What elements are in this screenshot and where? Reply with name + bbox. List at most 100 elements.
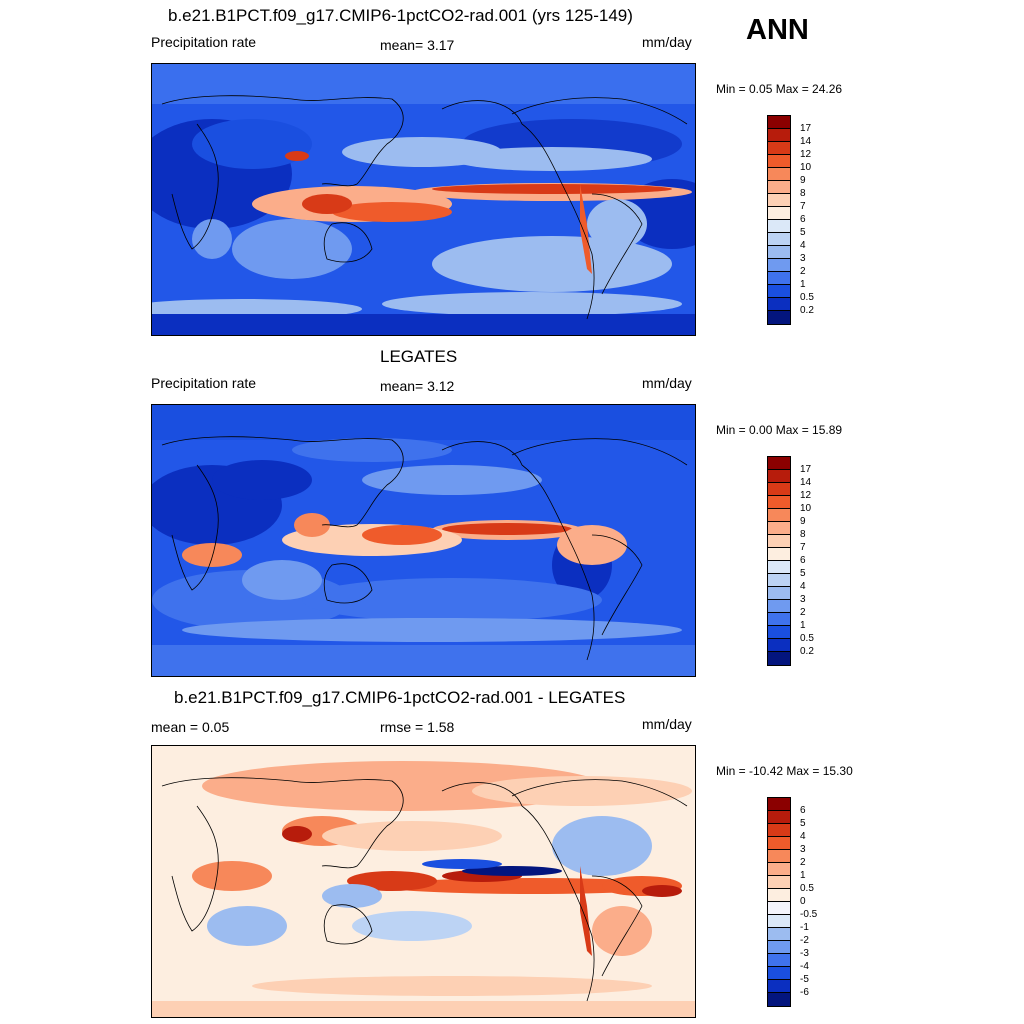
minmax-label: Min = -10.42 Max = 15.30 (716, 764, 853, 778)
minmax-label: Min = 0.05 Max = 24.26 (716, 82, 843, 96)
colorbar-swatch (768, 863, 790, 876)
colorbar-swatch (768, 798, 790, 811)
colorbar-swatch (768, 285, 790, 298)
mean-label: mean = 0.05 (151, 719, 230, 735)
colorbar-tick: -4 (800, 961, 809, 972)
units-label: mm/day (642, 34, 692, 50)
colorbar-tick: 9 (800, 516, 806, 527)
mean-label: mean= 3.17 (380, 37, 455, 53)
colorbar-swatch (768, 652, 790, 665)
colorbar-tick: 12 (800, 490, 812, 501)
rmse-label: rmse = 1.58 (380, 719, 455, 735)
colorbar-tick: -2 (800, 935, 809, 946)
colorbar-tick: -0.5 (800, 909, 818, 920)
colorbar-tick: 14 (800, 477, 812, 488)
colorbar-swatch (768, 233, 790, 246)
colorbar-swatch (768, 811, 790, 824)
colorbar-obs (767, 456, 791, 666)
colorbar-tick: 3 (800, 253, 806, 264)
colorbar-tick: 1 (800, 279, 806, 290)
map-field-obs (152, 405, 695, 676)
colorbar-swatch (768, 613, 790, 626)
colorbar-swatch (768, 967, 790, 980)
colorbar-tick: -5 (800, 974, 809, 985)
colorbar-tick: 14 (800, 136, 812, 147)
colorbar-tick: 10 (800, 162, 812, 173)
colorbar-tick: 0.5 (800, 633, 814, 644)
colorbar-swatch (768, 246, 790, 259)
map-field-model (152, 64, 695, 335)
colorbar-tick: 6 (800, 555, 806, 566)
colorbar-swatch (768, 600, 790, 613)
colorbar-swatch (768, 496, 790, 509)
colorbar-swatch (768, 116, 790, 129)
colorbar-swatch (768, 272, 790, 285)
colorbar-swatch (768, 574, 790, 587)
colorbar-swatch (768, 889, 790, 902)
variable-label: Precipitation rate (151, 375, 257, 391)
colorbar-tick: 5 (800, 227, 806, 238)
units-label: mm/day (642, 716, 692, 732)
precip-map-diff (151, 745, 696, 1018)
colorbar-swatch (768, 259, 790, 272)
colorbar-tick: 0.5 (800, 292, 814, 303)
colorbar-swatch (768, 850, 790, 863)
colorbar-swatch (768, 587, 790, 600)
minmax-label: Min = 0.00 Max = 15.89 (716, 423, 843, 437)
colorbar-tick: 4 (800, 240, 806, 251)
mean-label: mean= 3.12 (380, 378, 455, 394)
colorbar-swatch (768, 954, 790, 967)
panel-title: LEGATES (380, 347, 458, 366)
season-label: ANN (746, 14, 809, 46)
map-field-diff (152, 746, 695, 1017)
colorbar-swatch (768, 522, 790, 535)
colorbar-swatch (768, 626, 790, 639)
colorbar-swatch (768, 207, 790, 220)
colorbar-tick: 2 (800, 857, 806, 868)
colorbar-swatch (768, 824, 790, 837)
colorbar-tick: 12 (800, 149, 812, 160)
colorbar-swatch (768, 155, 790, 168)
colorbar-swatch (768, 902, 790, 915)
units-label: mm/day (642, 375, 692, 391)
colorbar-tick: 0.2 (800, 646, 814, 657)
colorbar-swatch (768, 129, 790, 142)
colorbar-tick: 0 (800, 896, 806, 907)
colorbar-tick: -1 (800, 922, 809, 933)
colorbar-swatch (768, 457, 790, 470)
colorbar-swatch (768, 194, 790, 207)
colorbar-swatch (768, 535, 790, 548)
colorbar-swatch (768, 941, 790, 954)
colorbar-tick: 5 (800, 818, 806, 829)
colorbar-tick: 4 (800, 831, 806, 842)
colorbar-swatch (768, 181, 790, 194)
colorbar-swatch (768, 298, 790, 311)
panel-title: b.e21.B1PCT.f09_g17.CMIP6-1pctCO2-rad.00… (168, 6, 633, 25)
colorbar-tick: 10 (800, 503, 812, 514)
colorbar-swatch (768, 980, 790, 993)
colorbar-tick: 2 (800, 266, 806, 277)
colorbar-swatch (768, 993, 790, 1006)
colorbar-tick: 4 (800, 581, 806, 592)
colorbar-tick: 17 (800, 464, 812, 475)
colorbar-swatch (768, 639, 790, 652)
colorbar-swatch (768, 548, 790, 561)
colorbar-swatch (768, 220, 790, 233)
colorbar-tick: 8 (800, 188, 806, 199)
colorbar-swatch (768, 876, 790, 889)
colorbar-swatch (768, 311, 790, 324)
colorbar-diff (767, 797, 791, 1007)
colorbar-swatch (768, 470, 790, 483)
colorbar-swatch (768, 483, 790, 496)
colorbar-tick: 0.5 (800, 883, 814, 894)
colorbar-tick: 3 (800, 844, 806, 855)
colorbar-tick: 1 (800, 620, 806, 631)
colorbar-tick: -6 (800, 987, 809, 998)
colorbar-swatch (768, 168, 790, 181)
precip-map-obs (151, 404, 696, 677)
colorbar-model (767, 115, 791, 325)
colorbar-tick: 6 (800, 805, 806, 816)
colorbar-tick: 7 (800, 542, 806, 553)
colorbar-swatch (768, 509, 790, 522)
panel-title: b.e21.B1PCT.f09_g17.CMIP6-1pctCO2-rad.00… (174, 688, 626, 707)
